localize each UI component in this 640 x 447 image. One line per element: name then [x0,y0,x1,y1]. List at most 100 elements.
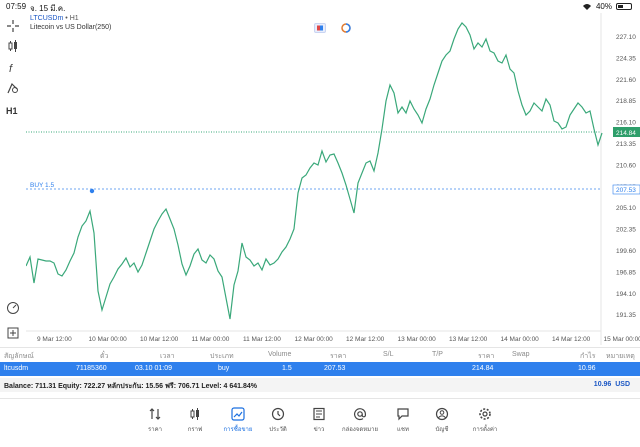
header-symbol: สัญลักษณ์ [4,353,34,360]
speedometer-icon[interactable] [4,299,22,317]
nav-news[interactable]: ข่าว [299,407,339,434]
account-summary: Balance: 711.31 Equity: 722.27 หลักประกั… [0,378,640,392]
buy-price-tag [612,184,640,195]
time-axis: 9 Mar 12:00 10 Mar 00:00 10 Mar 12:00 11 Ma… [37,336,640,343]
chart-symbol: LTCUSDm [30,15,64,22]
price-tick-label: 205.10 [616,205,636,212]
price-tick-label: 196.85 [616,269,636,276]
time-tick-label: 11 Mar 00:00 [192,336,230,343]
candles-icon [190,408,199,420]
objects-icon[interactable] [4,79,22,97]
nav-label: กล่องจดหมาย [341,427,379,433]
row-profit: 10.96 [578,365,596,372]
status-bar: 07:59 จ. 15 มี.ค. 40% [0,0,640,13]
svg-text:H1: H1 [6,106,18,116]
nav-chart[interactable]: กราฟ [175,407,215,434]
chart-title: LTCUSDm • H1 [30,15,79,22]
battery-percent: 40% [595,2,612,11]
time-tick-label: 12 Mar 00:00 [295,336,334,343]
buy-position-label: BUY 1.5 [30,182,54,189]
battery-icon [616,3,632,10]
add-window-icon[interactable] [4,324,22,342]
trade-chart-icon [231,407,245,421]
row-open-price: 207.53 [324,365,346,372]
time-tick-label: 13 Mar 00:00 [398,336,437,343]
price-tick-label: 213.35 [616,141,636,148]
nav-settings[interactable]: การตั้งค่า [465,407,505,434]
time-tick-label: 14 Mar 00:00 [501,336,540,343]
time-tick-label: 13 Mar 12:00 [449,336,488,343]
row-ticket: 71185360 [76,365,107,372]
nav-label: แชท [397,427,409,433]
row-time: 03.10 01:09 [135,365,172,372]
status-date: จ. 15 มี.ค. [30,4,66,13]
header-swap: Swap [512,351,530,358]
nav-label: ราคา [148,427,162,433]
nav-label: กราฟ [187,427,203,433]
nav-account[interactable]: บัญชี [422,407,462,434]
chart-timeframe: H1 [69,15,79,22]
refresh-icon[interactable] [340,20,352,38]
mail-at-icon [354,408,366,421]
account-icon [435,407,449,421]
price-chart[interactable]: LTCUSDm • H1 Litecoin vs US Dollar(250) … [25,13,640,345]
chart-description: Litecoin vs US Dollar(250) [30,24,112,31]
svg-text:f: f [9,63,13,75]
time-tick-label: 10 Mar 00:00 [89,336,128,343]
nav-label: ประวัติ [269,427,287,433]
wifi-icon [582,3,591,10]
buy-price-value: 207.53 [616,187,636,194]
nav-mailbox[interactable]: กล่องจดหมาย [340,407,380,434]
price-tick-label: 210.60 [616,162,636,169]
header-price: ราคา [478,353,495,360]
current-price-value: 214.84 [616,130,636,137]
chart-canvas: 227.10 224.35 221.60 218.85 216.10 213.35 210.… [25,13,640,345]
account-currency: USD [615,381,630,388]
price-tick-label: 218.85 [616,98,636,105]
chart-toolbar: f H1 [0,13,26,345]
chart-separator: • [65,15,70,22]
header-profit: กำไร [580,353,596,360]
history-icon [271,407,285,421]
chat-icon [397,408,409,421]
total-profit: 10.96 USD [594,381,630,388]
balance-text: Balance: 711.31 Equity: 722.27 หลักประกั… [4,383,257,390]
function-icon[interactable]: f [4,59,22,77]
one-click-trading-icon[interactable] [314,20,326,38]
nav-chat[interactable]: แชท [383,407,423,434]
price-tick-label: 191.35 [616,312,636,319]
nav-quotes[interactable]: ราคา [135,407,175,434]
time-tick-label: 9 Mar 12:00 [37,336,72,343]
time-tick-label: 10 Mar 12:00 [140,336,179,343]
time-tick-label: 12 Mar 12:00 [346,336,385,343]
nav-trade[interactable]: การซื้อขาย [218,407,258,434]
time-tick-label: 11 Mar 12:00 [243,336,281,343]
row-volume: 1.5 [282,365,292,372]
row-type: buy [218,365,230,372]
header-sl: S/L [383,351,394,358]
timeframe-button[interactable]: H1 [4,101,22,119]
table-row[interactable]: ltcusdm 71185360 03.10 01:09 buy 1.5 207… [0,362,640,376]
buy-entry-marker[interactable] [89,188,95,194]
price-axis: 227.10 224.35 221.60 218.85 216.10 213.35 210.… [616,34,636,319]
time-tick-label: 15 Mar 00:00 [604,336,640,343]
header-tp: T/P [432,351,443,358]
price-tick-label: 199.60 [616,248,636,255]
status-time: 07:59 [6,2,27,11]
price-tick-label: 216.10 [616,120,636,127]
price-line-series [25,22,603,320]
settings-icon [479,408,491,420]
crosshair-icon[interactable] [4,17,22,35]
header-volume: Volume [268,351,292,358]
news-icon [313,407,325,421]
indicators-icon[interactable] [4,37,22,55]
price-tick-label: 224.35 [616,55,636,62]
price-tick-label: 194.10 [616,291,636,298]
total-profit-value: 10.96 [593,381,612,388]
nav-label: ข่าว [313,427,325,433]
nav-label: การตั้งค่า [472,427,498,433]
header-type: ประเภท [210,353,234,360]
nav-history[interactable]: ประวัติ [258,407,298,434]
row-price: 214.84 [472,365,494,372]
price-tick-label: 221.60 [616,77,636,84]
